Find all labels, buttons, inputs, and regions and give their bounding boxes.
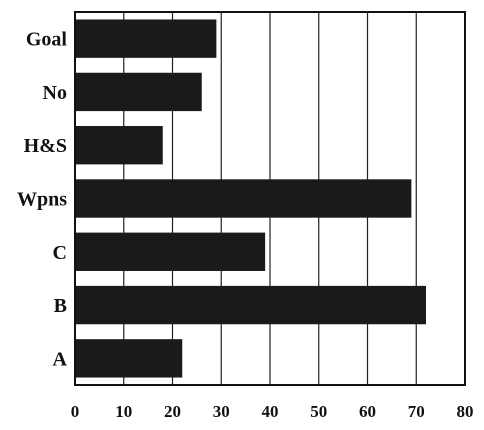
x-tick-label-50: 50: [310, 402, 327, 421]
bar-h-s: [75, 126, 163, 164]
x-tick-label-0: 0: [71, 402, 80, 421]
category-label-no: No: [43, 82, 67, 104]
bars: [75, 19, 426, 377]
x-tick-label-70: 70: [408, 402, 425, 421]
category-label-c: C: [53, 242, 67, 264]
bar-a: [75, 339, 182, 377]
category-label-goal: Goal: [26, 29, 68, 51]
bar-wpns: [75, 179, 411, 217]
x-tick-label-20: 20: [164, 402, 181, 421]
category-label-h-s: H&S: [24, 135, 67, 157]
x-tick-label-40: 40: [262, 402, 279, 421]
bar-b: [75, 286, 426, 324]
category-label-a: A: [53, 348, 68, 370]
x-tick-label-80: 80: [457, 402, 474, 421]
x-tick-labels: 0 10 20 30 40 50 60 70 80: [71, 402, 474, 421]
x-tick-label-60: 60: [359, 402, 376, 421]
bar-c: [75, 233, 265, 271]
category-label-wpns: Wpns: [17, 189, 67, 211]
category-labels: Goal No H&S Wpns C B A: [17, 29, 68, 371]
bar-goal: [75, 19, 216, 57]
category-label-b: B: [54, 295, 67, 317]
x-tick-label-10: 10: [115, 402, 132, 421]
bar-no: [75, 73, 202, 111]
x-tick-label-30: 30: [213, 402, 230, 421]
